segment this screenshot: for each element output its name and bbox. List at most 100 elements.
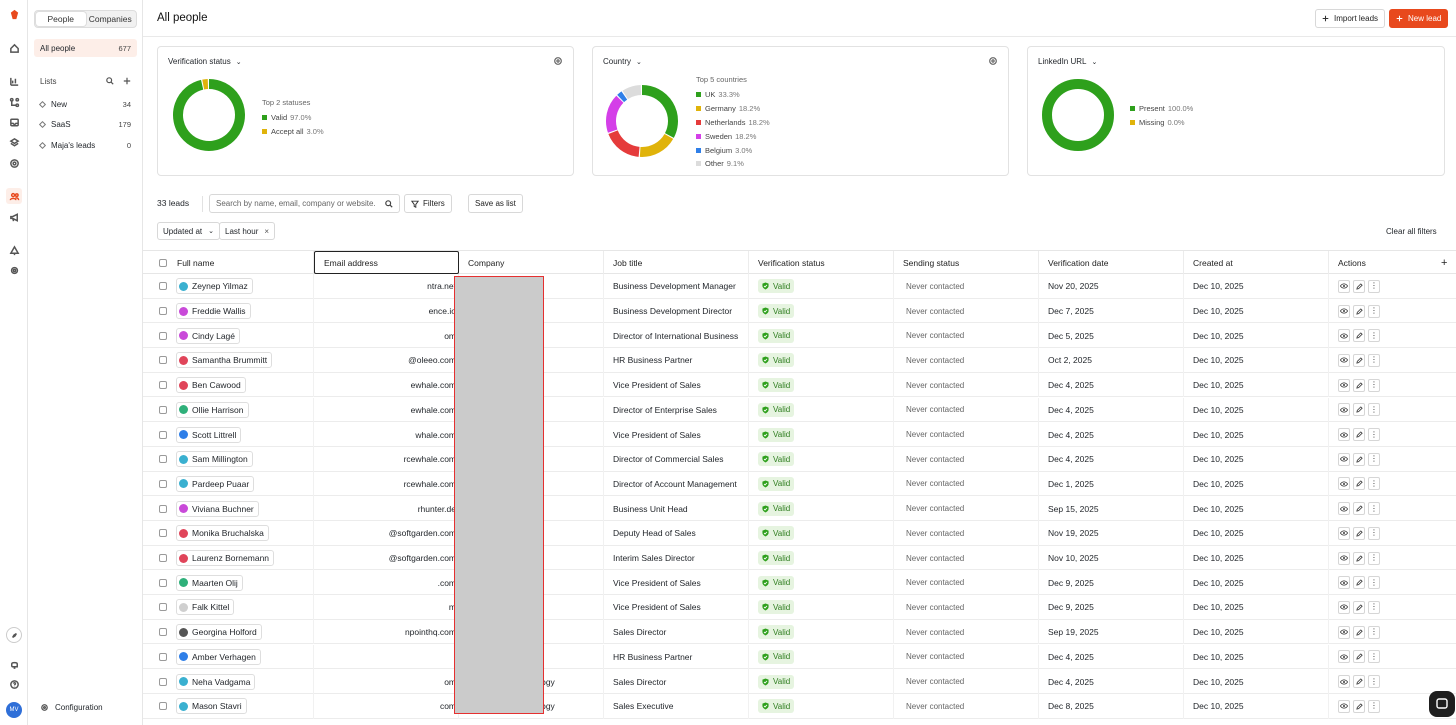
row-checkbox[interactable] — [159, 405, 167, 414]
email-cell[interactable]: ntra.net — [314, 274, 459, 299]
person-name-chip[interactable]: Samantha Brummitt — [176, 352, 273, 369]
edit-button[interactable] — [1353, 699, 1365, 713]
view-button[interactable] — [1338, 675, 1350, 689]
job-title-cell[interactable]: Director of International Business — [604, 323, 749, 349]
row-checkbox[interactable] — [159, 578, 167, 587]
view-button[interactable] — [1338, 304, 1350, 318]
table-row[interactable]: Maarten Olij.comTellentVice President of… — [143, 570, 1456, 596]
job-title-cell[interactable]: Vice President of Sales — [604, 570, 749, 596]
close-icon[interactable]: × — [264, 226, 270, 236]
row-checkbox[interactable] — [159, 356, 167, 365]
column-company[interactable]: Company — [459, 251, 604, 275]
row-checkbox[interactable] — [159, 381, 167, 390]
more-options-button[interactable]: ⋮ — [1368, 329, 1380, 343]
more-options-button[interactable]: ⋮ — [1368, 699, 1380, 713]
more-options-button[interactable]: ⋮ — [1368, 378, 1380, 392]
column-verification-status[interactable]: Verification status — [749, 251, 894, 275]
person-name-chip[interactable]: Sam Millington — [176, 451, 253, 468]
email-cell[interactable]: ence.io — [314, 298, 459, 324]
person-name-chip[interactable]: Freddie Wallis — [176, 303, 251, 320]
person-name-chip[interactable]: Cindy Lagé — [176, 327, 241, 344]
card-title-dropdown[interactable]: Country ⌄ — [603, 57, 642, 66]
email-cell[interactable]: .com — [314, 570, 459, 596]
job-title-cell[interactable]: Vice President of Sales — [604, 595, 749, 620]
table-row[interactable]: Amber VerhagenVONQHR Business PartnerVal… — [143, 644, 1456, 670]
job-title-cell[interactable]: Director of Enterprise Sales — [604, 397, 749, 423]
view-button[interactable] — [1338, 699, 1350, 713]
job-title-cell[interactable]: Business Development Manager — [604, 274, 749, 299]
more-options-button[interactable]: ⋮ — [1368, 526, 1380, 540]
more-options-button[interactable]: ⋮ — [1368, 279, 1380, 293]
view-button[interactable] — [1338, 477, 1350, 491]
edit-button[interactable] — [1353, 675, 1365, 689]
row-checkbox[interactable] — [159, 430, 167, 439]
table-row[interactable]: Viviana Buchnerrhunter.deStarhunterBusin… — [143, 496, 1456, 521]
configuration-link[interactable]: Configuration — [34, 698, 137, 716]
sidebar-item-new[interactable]: New 34 — [34, 95, 137, 113]
row-checkbox[interactable] — [159, 455, 167, 464]
table-row[interactable]: Monika Bruchalska@softgarden.comSoftgard… — [143, 521, 1456, 546]
view-button[interactable] — [1338, 353, 1350, 367]
tree-icon[interactable] — [6, 242, 22, 258]
edit-button[interactable] — [1353, 477, 1365, 491]
inbox-icon[interactable] — [6, 114, 22, 130]
view-button[interactable] — [1338, 526, 1350, 540]
column-email-address[interactable]: Email address — [314, 251, 459, 274]
row-checkbox[interactable] — [159, 307, 167, 316]
job-title-cell[interactable]: Director of Commercial Sales — [604, 446, 749, 472]
edit-button[interactable] — [1353, 428, 1365, 442]
layers-icon[interactable] — [6, 134, 22, 150]
edit-button[interactable] — [1353, 304, 1365, 318]
home-icon[interactable] — [6, 40, 22, 56]
job-title-cell[interactable]: Sales Executive — [604, 693, 749, 719]
person-name-chip[interactable]: Viviana Buchner — [176, 500, 259, 517]
person-name-chip[interactable]: Mason Stavri — [176, 698, 247, 715]
view-button[interactable] — [1338, 625, 1350, 639]
email-cell[interactable]: m — [314, 595, 459, 620]
person-name-chip[interactable]: Amber Verhagen — [176, 648, 261, 665]
checkbox[interactable] — [159, 259, 167, 267]
view-button[interactable] — [1338, 329, 1350, 343]
edit-button[interactable] — [1353, 526, 1365, 540]
more-options-button[interactable]: ⋮ — [1368, 600, 1380, 614]
sidebar-item-all-people[interactable]: All people 677 — [34, 39, 137, 57]
import-leads-button[interactable]: Import leads — [1315, 9, 1386, 28]
more-options-button[interactable]: ⋮ — [1368, 477, 1380, 491]
table-row[interactable]: Sam Millingtonrcewhale.comSourceWhaleDir… — [143, 446, 1456, 472]
more-options-button[interactable]: ⋮ — [1368, 625, 1380, 639]
row-checkbox[interactable] — [159, 331, 167, 340]
person-name-chip[interactable]: Neha Vadgama — [176, 673, 256, 690]
email-cell[interactable]: @oleeo.com — [314, 348, 459, 373]
sidebar-item-saas[interactable]: SaaS 179 — [34, 115, 137, 133]
table-row[interactable]: Neha VadgamaomBroadbean TechnologySales … — [143, 669, 1456, 694]
job-title-cell[interactable]: Business Unit Head — [604, 496, 749, 521]
clear-all-filters-link[interactable]: Clear all filters — [1386, 227, 1437, 236]
filters-button[interactable]: Filters — [404, 194, 452, 213]
view-button[interactable] — [1338, 428, 1350, 442]
view-button[interactable] — [1338, 502, 1350, 516]
bell-icon[interactable] — [6, 656, 22, 672]
more-options-button[interactable]: ⋮ — [1368, 428, 1380, 442]
job-title-cell[interactable]: Interim Sales Director — [604, 545, 749, 571]
new-lead-button[interactable]: New lead — [1389, 9, 1449, 28]
more-options-button[interactable]: ⋮ — [1368, 502, 1380, 516]
nodes-icon[interactable] — [6, 94, 22, 110]
view-button[interactable] — [1338, 576, 1350, 590]
job-title-cell[interactable]: Business Development Director — [604, 298, 749, 324]
table-row[interactable]: Ollie Harrisonewhale.comSourceWhaleDirec… — [143, 397, 1456, 423]
row-checkbox[interactable] — [159, 628, 167, 637]
email-cell[interactable]: rcewhale.com — [314, 471, 459, 497]
email-cell[interactable]: @softgarden.com — [314, 545, 459, 571]
row-checkbox[interactable] — [159, 677, 167, 686]
email-cell[interactable]: ewhale.com — [314, 397, 459, 423]
person-name-chip[interactable]: Falk Kittel — [176, 599, 235, 616]
edit-button[interactable] — [1353, 329, 1365, 343]
view-button[interactable] — [1338, 452, 1350, 466]
job-title-cell[interactable]: Sales Director — [604, 669, 749, 694]
edit-button[interactable] — [1353, 378, 1365, 392]
person-name-chip[interactable]: Ben Cawood — [176, 377, 246, 394]
sidebar-item-majas-leads[interactable]: Maja's leads 0 — [34, 136, 137, 154]
